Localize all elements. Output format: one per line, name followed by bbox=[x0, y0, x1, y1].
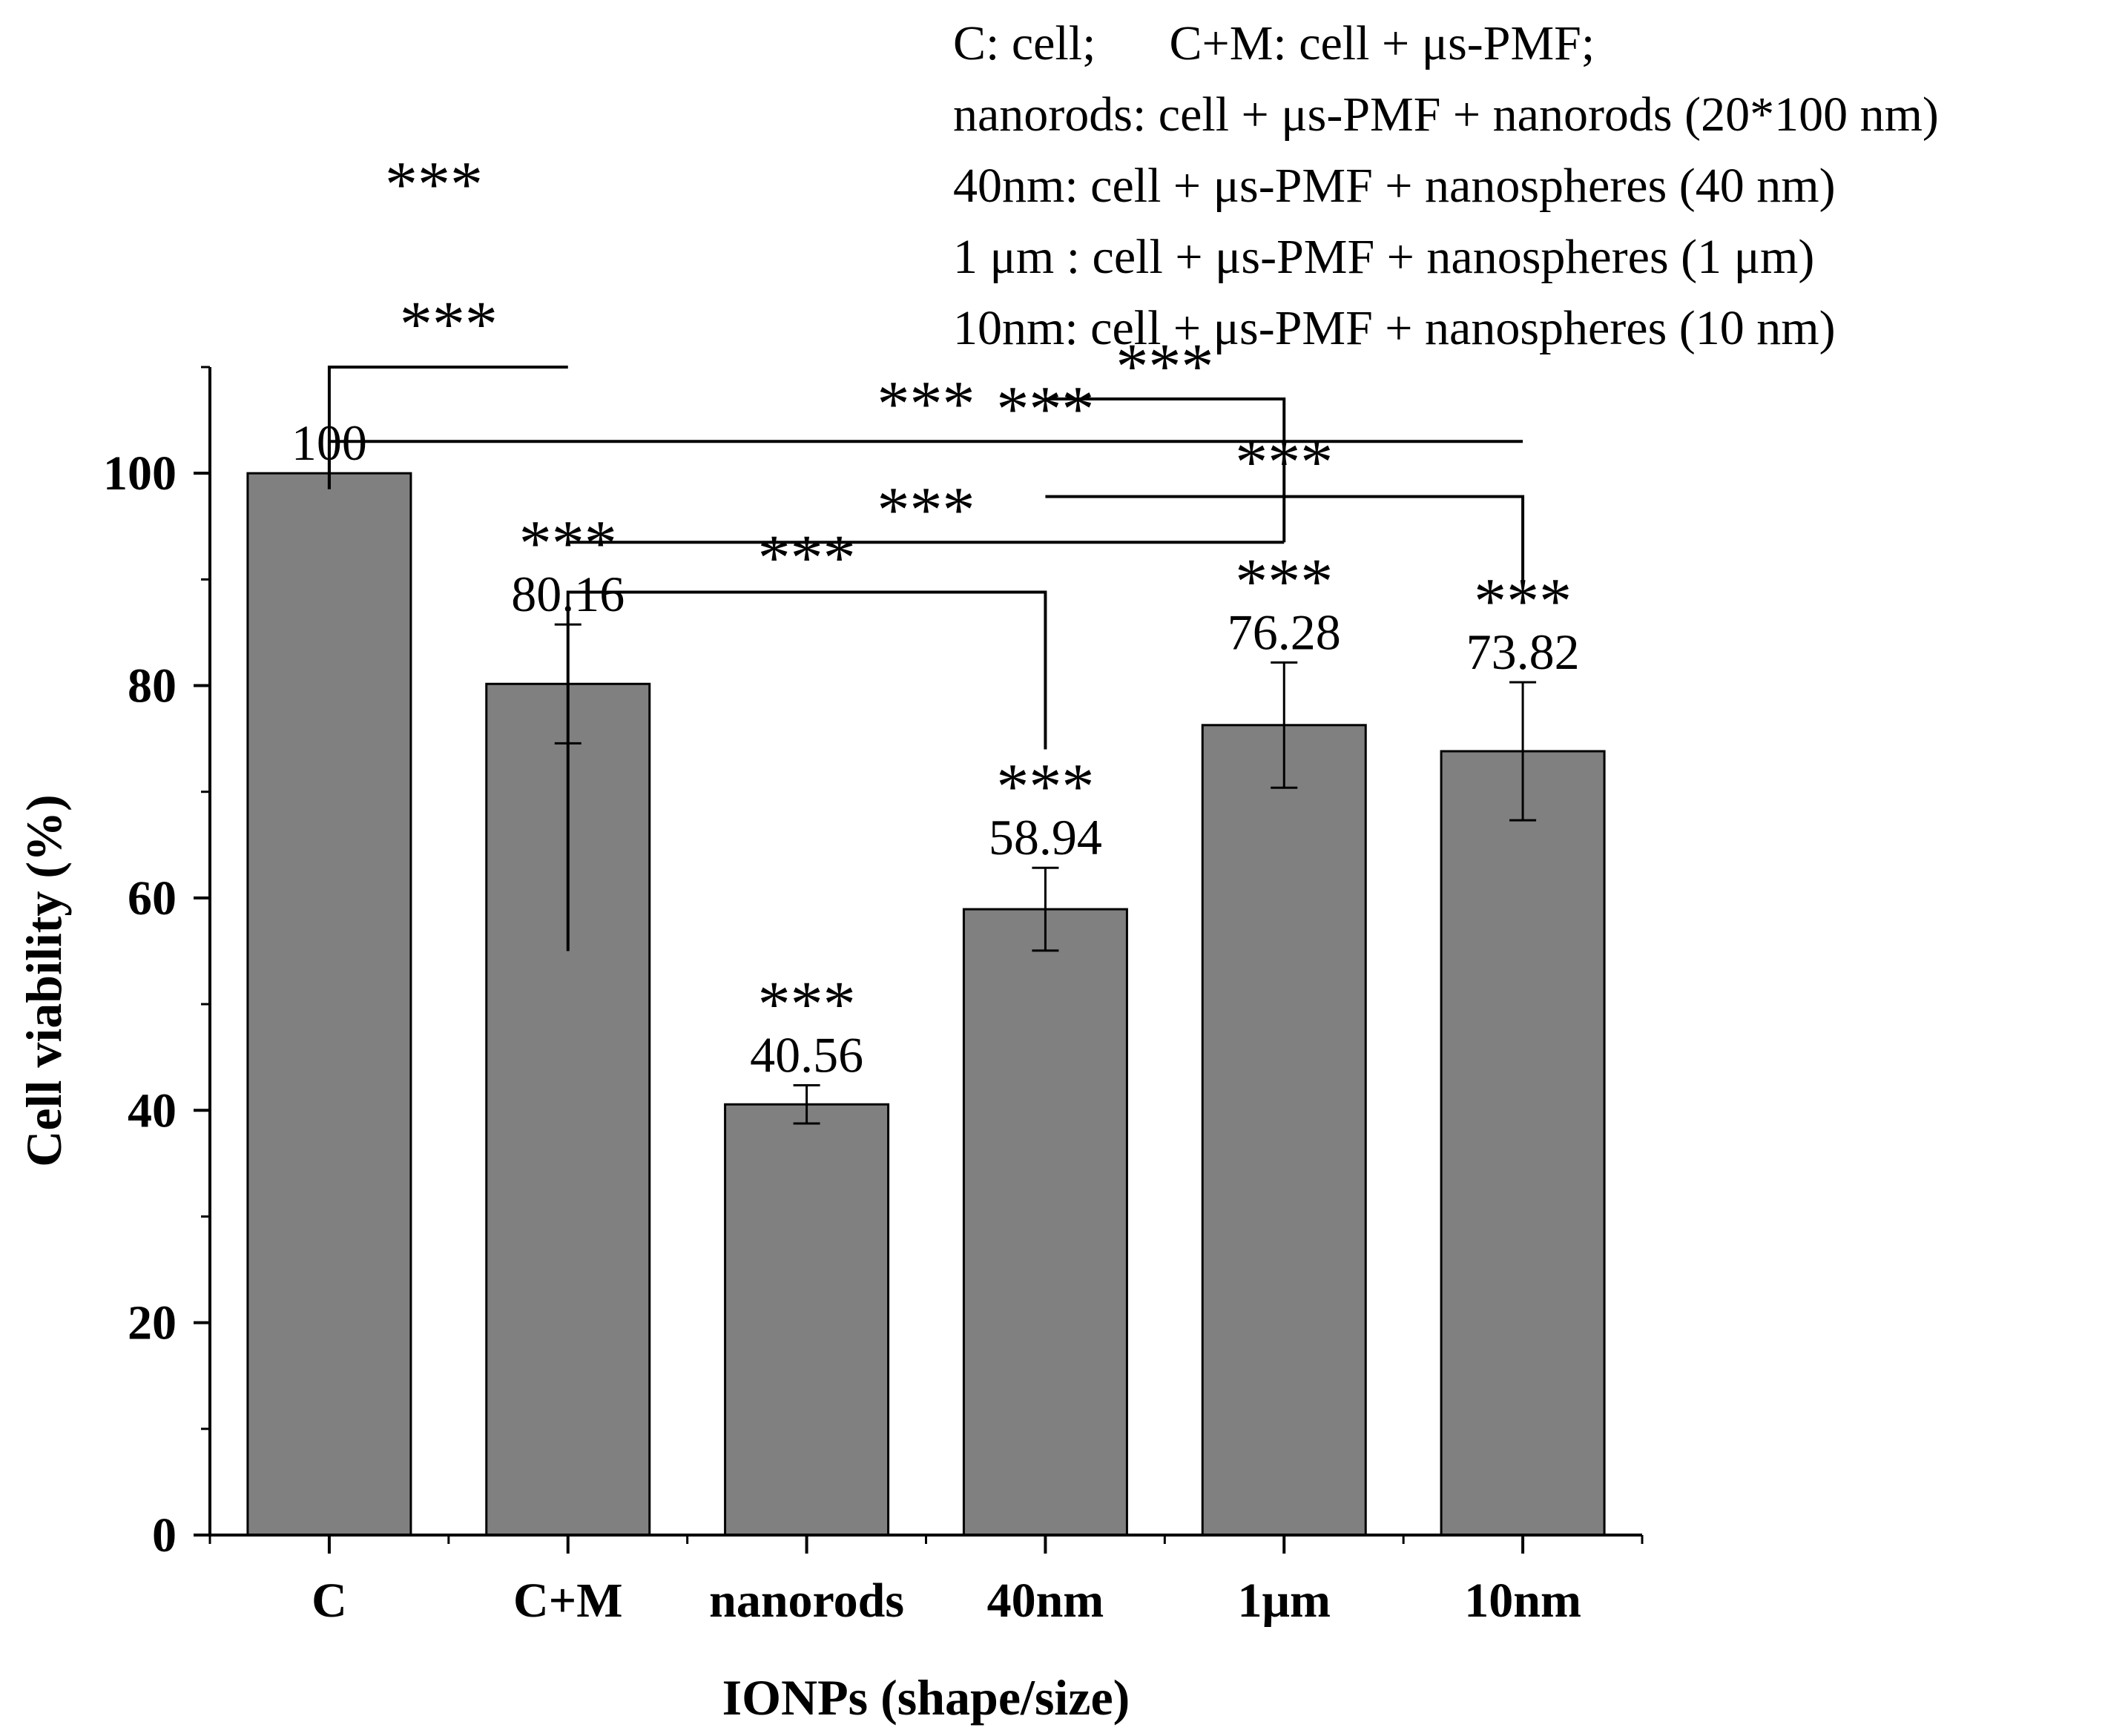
standalone-annotation: *** bbox=[385, 149, 483, 221]
legend-entry: 40nm: cell + μs-PMF + nanospheres (40 nm… bbox=[953, 159, 1836, 213]
comparison-bracket-1: *** bbox=[327, 369, 1523, 489]
legend: C: cell; C+M: cell + μs-PMF; nanorods: ce… bbox=[953, 16, 1939, 355]
legend-entry: 1 μm : cell + μs-PMF + nanospheres (1 μm… bbox=[953, 230, 1814, 284]
y-tick-label: 60 bbox=[128, 871, 177, 925]
comparison-bracket-3: *** bbox=[1045, 427, 1525, 585]
legend-entry: nanorods: cell + μs-PMF + nanorods (20*1… bbox=[953, 88, 1939, 142]
significance-label-2: *** bbox=[758, 968, 856, 1040]
bar-3 bbox=[962, 908, 1128, 1537]
comparison-bracket-2: *** bbox=[1045, 331, 1286, 543]
axes: 0 20 40 60 80 100 C C+M nanorods 40nm 1μm 10nm bbox=[103, 366, 1644, 1628]
y-tick-label: 40 bbox=[128, 1083, 177, 1138]
bracket-line bbox=[1045, 495, 1525, 585]
x-tick-label: nanorods bbox=[709, 1574, 904, 1628]
bracket-significance-label: *** bbox=[877, 475, 975, 547]
x-tick-label: C+M bbox=[513, 1574, 623, 1628]
y-tick-label: 0 bbox=[152, 1508, 177, 1562]
bar-4 bbox=[1201, 724, 1367, 1537]
bar-5 bbox=[1440, 750, 1606, 1537]
bracket-significance-label: *** bbox=[400, 288, 498, 360]
significance-label-4: *** bbox=[1235, 546, 1333, 618]
x-axis-title: IONPs (shape/size) bbox=[722, 1669, 1130, 1726]
bar-0 bbox=[246, 472, 412, 1537]
y-tick-label: 80 bbox=[128, 659, 177, 713]
bracket-significance-label: *** bbox=[1235, 427, 1333, 499]
comparison-bracket-5: *** bbox=[567, 475, 1285, 547]
bracket-line bbox=[1045, 397, 1286, 543]
significance-label-3: *** bbox=[996, 751, 1094, 823]
standalone-significance-label: *** bbox=[385, 149, 483, 221]
bracket-line bbox=[327, 440, 1523, 489]
significance-label-1: *** bbox=[519, 508, 617, 580]
legend-entry: 10nm: cell + μs-PMF + nanospheres (10 nm… bbox=[953, 301, 1836, 355]
bracket-significance-label: *** bbox=[758, 522, 856, 594]
x-tick-label: 1μm bbox=[1238, 1574, 1331, 1628]
value-label-5: 73.82 bbox=[1466, 624, 1580, 680]
value-label-3: 58.94 bbox=[989, 809, 1102, 865]
value-label-2: 40.56 bbox=[750, 1026, 863, 1083]
comparison-bracket-6: *** bbox=[996, 374, 1094, 446]
y-axis-title: Cell viability (%) bbox=[16, 794, 72, 1166]
bracket-significance-label: *** bbox=[877, 369, 975, 440]
bracket-line bbox=[566, 590, 1047, 951]
bars bbox=[246, 472, 1606, 1537]
value-label-4: 76.28 bbox=[1228, 604, 1341, 660]
comparison-brackets: *** *** *** *** *** *** *** bbox=[327, 288, 1525, 951]
y-tick-label: 100 bbox=[103, 446, 177, 501]
bracket-significance-label: *** bbox=[996, 374, 1094, 446]
x-tick-label: 10nm bbox=[1464, 1574, 1581, 1628]
y-tick-label: 20 bbox=[128, 1296, 177, 1350]
x-tick-label: 40nm bbox=[987, 1574, 1104, 1628]
bracket-significance-label: *** bbox=[1116, 331, 1213, 403]
legend-entry: C: cell; C+M: cell + μs-PMF; bbox=[953, 16, 1595, 70]
bar-2 bbox=[724, 1103, 890, 1537]
x-tick-label: C bbox=[312, 1574, 347, 1628]
comparison-bracket-4: *** bbox=[566, 522, 1047, 951]
